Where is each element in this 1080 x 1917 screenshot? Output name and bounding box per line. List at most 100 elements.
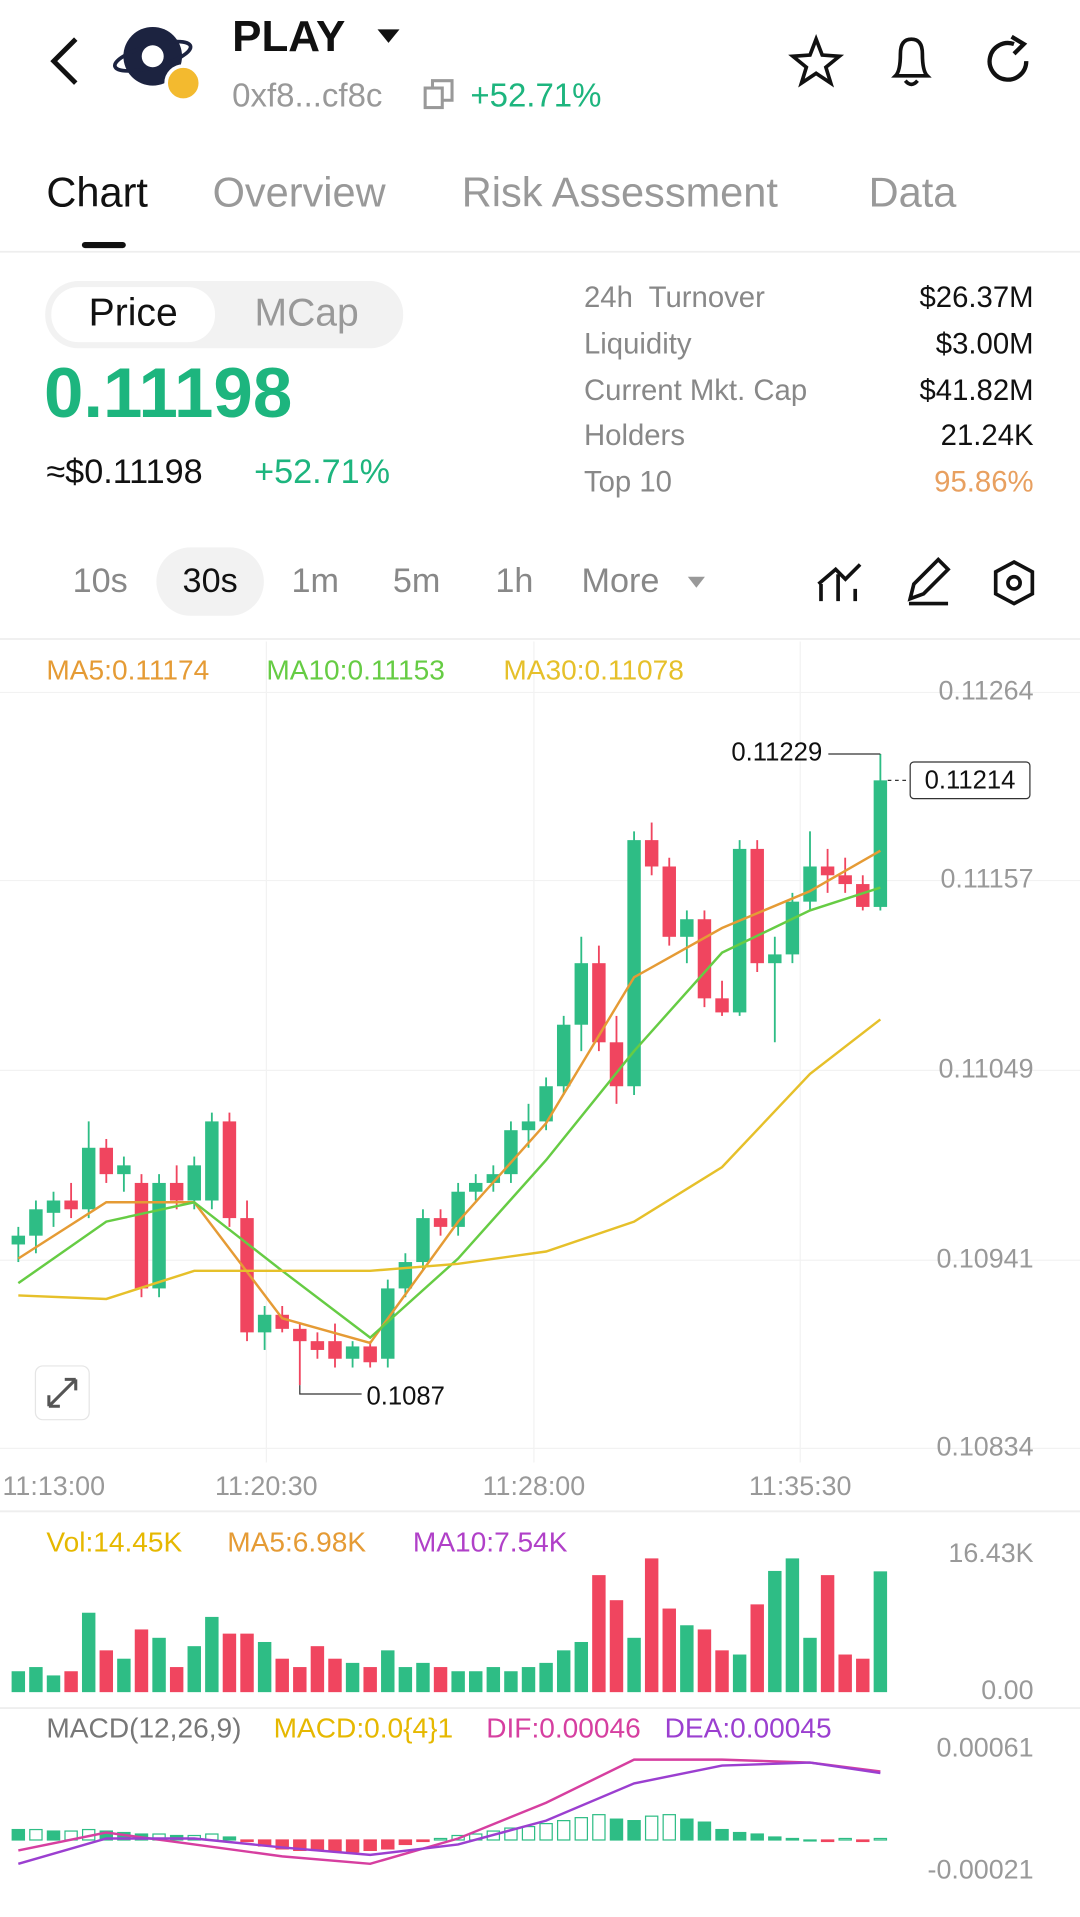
macd-bar bbox=[732, 1831, 747, 1841]
candle-body bbox=[64, 1200, 78, 1210]
volume-bar bbox=[697, 1629, 712, 1693]
candle-body bbox=[556, 1024, 571, 1087]
token-symbol[interactable]: PLAY bbox=[232, 12, 345, 61]
interval[interactable]: 1m bbox=[291, 562, 339, 600]
volume-bar bbox=[187, 1646, 201, 1693]
legend-entry: MA10:7.54K bbox=[413, 1527, 568, 1558]
volume-bar bbox=[680, 1625, 694, 1693]
interval[interactable]: 1h bbox=[495, 562, 533, 600]
candle-body bbox=[662, 866, 676, 937]
candle-body bbox=[81, 1147, 96, 1210]
macd-bar bbox=[29, 1828, 43, 1841]
y-tick-label: 0.11264 bbox=[938, 676, 1033, 706]
price-change: +52.71% bbox=[254, 453, 390, 491]
macd-bar bbox=[11, 1828, 26, 1841]
macd-bar bbox=[697, 1821, 712, 1841]
volume-bar bbox=[134, 1629, 149, 1693]
volume-bar bbox=[803, 1637, 817, 1693]
share-button[interactable] bbox=[987, 34, 1029, 82]
stat-value: 21.24K bbox=[941, 419, 1034, 452]
y-tick-label: 0.00061 bbox=[936, 1732, 1033, 1762]
legend-entry: MA30:0.11078 bbox=[503, 654, 684, 685]
volume-bar bbox=[257, 1641, 272, 1693]
candle-body bbox=[152, 1182, 166, 1289]
volume-bar bbox=[451, 1671, 465, 1693]
candle-body bbox=[117, 1165, 131, 1175]
expand-button[interactable] bbox=[34, 1365, 90, 1421]
interval[interactable]: 30s bbox=[183, 562, 238, 600]
volume-bar bbox=[768, 1570, 782, 1693]
interval[interactable]: 10s bbox=[73, 562, 128, 600]
volume-bar bbox=[785, 1558, 800, 1693]
candle-body bbox=[504, 1130, 518, 1175]
legend-entry: MACD:0.0{4}1 bbox=[274, 1712, 454, 1743]
legend-entry: DEA:0.00045 bbox=[665, 1712, 832, 1743]
y-tick-label: 16.43K bbox=[948, 1538, 1033, 1568]
more-arrow[interactable] bbox=[687, 576, 705, 588]
macd-bar bbox=[838, 1837, 852, 1841]
alert-button[interactable] bbox=[891, 37, 932, 87]
candle-body bbox=[627, 840, 641, 1087]
candle-body bbox=[680, 919, 694, 937]
volume-bar bbox=[732, 1654, 747, 1693]
volume-bar bbox=[504, 1671, 518, 1693]
volume-bar bbox=[205, 1616, 219, 1693]
macd-bar bbox=[416, 1839, 430, 1843]
macd-bar bbox=[46, 1830, 61, 1841]
volume-bar bbox=[328, 1658, 342, 1693]
token-logo bbox=[113, 26, 203, 103]
interval[interactable]: 5m bbox=[393, 562, 441, 600]
x-tick-label: 11:35:30 bbox=[749, 1471, 852, 1501]
macd-bar bbox=[328, 1839, 342, 1853]
macd-bar bbox=[592, 1814, 606, 1841]
candle-body bbox=[240, 1218, 254, 1333]
volume-bar bbox=[486, 1667, 501, 1693]
candle-body bbox=[820, 866, 835, 876]
stat-value: $41.82M bbox=[919, 374, 1033, 407]
dropdown-arrow[interactable] bbox=[377, 29, 400, 43]
tab[interactable]: Chart bbox=[46, 169, 148, 216]
low-label: 0.1087 bbox=[367, 1382, 445, 1410]
candle-body bbox=[574, 963, 589, 1025]
toggle-option[interactable]: MCap bbox=[255, 292, 359, 335]
volume-bar bbox=[398, 1667, 413, 1693]
tab[interactable]: Risk Assessment bbox=[462, 169, 779, 216]
volume-bar bbox=[820, 1575, 835, 1693]
last-price-label: 0.11214 bbox=[925, 766, 1016, 794]
last-price-box bbox=[909, 761, 1031, 800]
macd-bar bbox=[240, 1839, 254, 1843]
interval[interactable]: More bbox=[582, 562, 660, 600]
candle-body bbox=[11, 1235, 26, 1245]
ma-line bbox=[17, 886, 881, 1340]
candle-body bbox=[29, 1209, 43, 1236]
volume-bar bbox=[556, 1650, 571, 1693]
ma-line bbox=[17, 849, 881, 1345]
volume-bar bbox=[117, 1658, 131, 1693]
macd-bar bbox=[433, 1837, 448, 1841]
stat-value: $26.37M bbox=[919, 281, 1033, 314]
macd-bar bbox=[750, 1833, 764, 1841]
candle-body bbox=[521, 1121, 536, 1131]
toggle-option[interactable]: Price bbox=[89, 292, 178, 335]
legend-entry: DIF:0.00046 bbox=[486, 1712, 641, 1743]
draw-button[interactable] bbox=[907, 557, 951, 606]
candle-body bbox=[592, 963, 606, 1043]
legend-entry: MA5:0.11174 bbox=[46, 654, 209, 685]
settings-button[interactable] bbox=[993, 559, 1035, 606]
favorite-button[interactable] bbox=[788, 34, 845, 88]
macd-bar bbox=[521, 1825, 536, 1841]
stat-value: 95.86% bbox=[934, 466, 1033, 499]
stat-label: Top 10 bbox=[584, 466, 672, 499]
tab[interactable]: Overview bbox=[213, 169, 387, 216]
candle-body bbox=[856, 884, 870, 907]
candle-body bbox=[644, 840, 659, 867]
candle-body bbox=[99, 1147, 114, 1175]
copy-button[interactable] bbox=[423, 79, 454, 110]
back-button[interactable] bbox=[50, 37, 78, 85]
candle-body bbox=[838, 875, 852, 885]
indicator-button[interactable] bbox=[817, 563, 862, 602]
tab[interactable]: Data bbox=[869, 169, 958, 216]
candle-body bbox=[169, 1182, 184, 1201]
volume-bar bbox=[433, 1667, 448, 1693]
